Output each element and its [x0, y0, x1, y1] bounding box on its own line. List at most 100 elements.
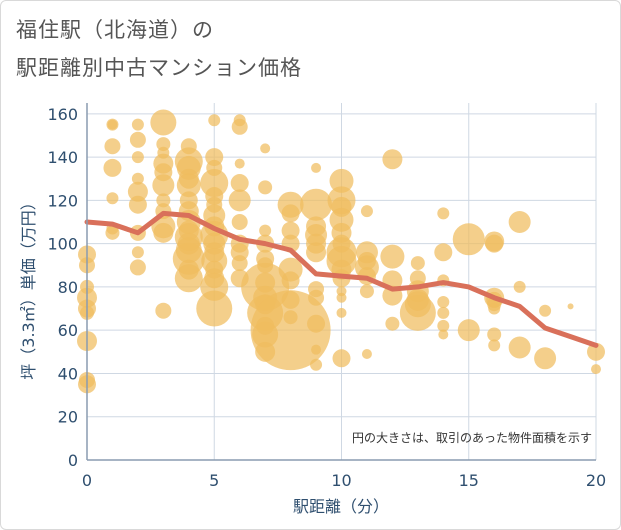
bubble-point-108	[307, 314, 326, 333]
y-tick-label-3: 60	[58, 321, 78, 340]
bubble-point-30	[152, 174, 175, 197]
x-tick-label-4: 20	[586, 471, 606, 490]
bubble-point-111	[329, 168, 354, 193]
bubble-point-54	[200, 169, 229, 198]
bubble-point-122	[336, 292, 347, 303]
plot-frame	[86, 103, 596, 461]
bubble-point-17	[129, 131, 146, 148]
bubble-point-18	[131, 151, 144, 164]
bubble-point-164	[534, 347, 557, 370]
bubble-point-21	[128, 195, 147, 214]
bubble-point-150	[452, 223, 485, 256]
bubble-point-31	[156, 193, 171, 208]
y-tick-label-6: 120	[47, 191, 78, 210]
bubble-point-11	[104, 138, 121, 155]
y-tick-label-8: 160	[47, 105, 78, 124]
bubble-point-149	[438, 329, 449, 340]
x-tick-label-1: 5	[209, 471, 219, 490]
bubble-point-151	[457, 319, 480, 342]
bubble-point-130	[359, 284, 374, 299]
bubble-point-105	[306, 242, 327, 263]
bubble-point-100	[311, 162, 322, 173]
bubble-point-144	[434, 243, 453, 262]
bubble-point-16	[131, 118, 144, 131]
bubble-point-34	[153, 222, 174, 243]
bubble-point-99	[250, 290, 331, 371]
y-axis-label: 坪（3.3㎡）単価（万円）	[19, 194, 38, 379]
bubble-point-24	[129, 259, 146, 276]
bubble-point-158	[487, 327, 502, 342]
bubble-point-51	[208, 114, 221, 127]
tick-labels: 0 5 10 15 20 0 20 40 60 80 100 120 140 160	[47, 105, 606, 490]
y-tick-label-5: 100	[47, 235, 78, 254]
chart-title-line1: 福住駅（北海道）の	[16, 18, 214, 42]
bubble-point-70	[230, 174, 249, 193]
x-tick-label-2: 10	[331, 471, 351, 490]
bubble-point-136	[385, 316, 400, 331]
bubble-point-163	[539, 304, 552, 317]
bubble-point-23	[131, 246, 144, 259]
bubble-point-93	[281, 221, 300, 240]
bubble-point-125	[360, 205, 373, 218]
bubble-point-162	[508, 336, 531, 359]
bubble-point-96	[281, 271, 300, 290]
bubble-point-133	[380, 244, 405, 269]
bubble-point-92	[281, 204, 300, 223]
bubble-point-131	[361, 348, 372, 359]
bubble-point-50	[174, 264, 203, 293]
bubble-point-79	[259, 224, 272, 237]
y-tick-label-7: 140	[47, 148, 78, 167]
bubble-point-101	[300, 188, 333, 221]
bubble-point-137	[410, 256, 425, 271]
bubble-point-20	[127, 181, 148, 202]
bubble-point-19	[131, 172, 144, 185]
bubble-point-123	[336, 307, 347, 318]
x-tick-label-0: 0	[82, 471, 92, 490]
bubble-point-40	[176, 173, 201, 198]
trend-series	[84, 210, 599, 348]
bubble-point-142	[399, 294, 436, 331]
bubble-point-15	[105, 225, 120, 240]
bubble-point-12	[103, 158, 122, 177]
y-tick-label-1: 20	[58, 408, 78, 427]
y-tick-label-0: 0	[68, 451, 78, 470]
bubble-point-159	[488, 339, 501, 352]
bubble-point-69	[234, 158, 245, 169]
y-tick-label-4: 80	[58, 278, 78, 297]
bubble-point-71	[228, 189, 251, 212]
bubble-point-132	[382, 149, 403, 170]
bubble-point-66	[196, 290, 233, 327]
bubble-point-165	[567, 303, 574, 310]
bubble-point-72	[231, 214, 248, 230]
bubble-point-109	[311, 344, 322, 355]
trend-line	[84, 210, 599, 348]
bubble-point-167	[591, 364, 601, 375]
bubble-point-68	[231, 118, 248, 135]
bubble-point-160	[508, 211, 531, 233]
bubble-point-110	[310, 358, 323, 371]
bubble-point-124	[332, 349, 351, 368]
bubble-point-146	[437, 296, 450, 309]
bubble-point-77	[260, 143, 271, 154]
bubble-point-143	[437, 207, 450, 220]
y-tick-label-2: 40	[58, 364, 78, 383]
bubble-point-153	[485, 234, 504, 253]
bubble-point-148	[437, 319, 450, 332]
bubble-point-35	[155, 302, 172, 319]
bubble-point-78	[258, 180, 273, 195]
bubble-point-13	[106, 192, 119, 205]
bubble-point-10	[107, 119, 118, 130]
size-note: 円の大きさは、取引のあった物件面積を示す	[352, 430, 592, 445]
bubble-point-161	[513, 280, 526, 293]
bubble-series	[77, 109, 605, 394]
x-axis-label: 駅距離（分）	[293, 497, 389, 516]
bubble-point-147	[437, 306, 450, 319]
bubble-point-166	[587, 342, 605, 361]
x-tick-label-3: 15	[459, 471, 479, 490]
bubble-point-26	[156, 137, 171, 152]
bubble-point-25	[150, 109, 177, 136]
bubble-point-107	[308, 289, 325, 306]
bubble-point-157	[488, 302, 501, 315]
